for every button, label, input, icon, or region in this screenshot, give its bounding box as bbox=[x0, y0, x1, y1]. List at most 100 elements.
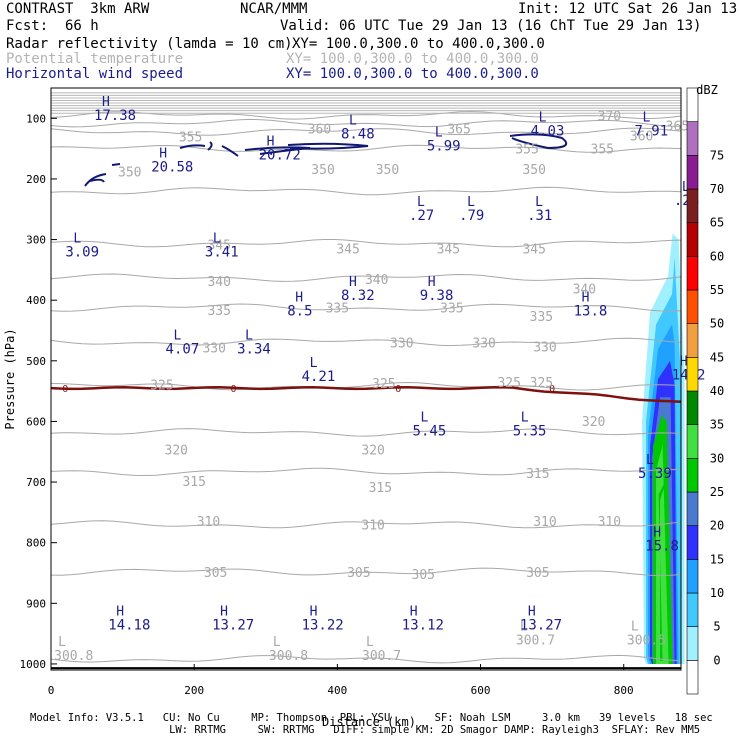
isentrope-label: 345 bbox=[207, 238, 230, 253]
model-info-line1: Model Info: V3.5.1 CU: No Cu MP: Thompso… bbox=[30, 712, 713, 724]
wind-extremum-marker: H bbox=[349, 275, 357, 290]
colorbar-cell bbox=[686, 188, 699, 223]
wind-extremum-marker: L bbox=[417, 195, 425, 210]
wind-extremum-value: 20.72 bbox=[259, 148, 301, 164]
colorbar-cell bbox=[686, 458, 699, 493]
isentrope-label: 310 bbox=[598, 515, 621, 530]
isentrope-370 bbox=[50, 111, 682, 120]
y-tick-label: 600 bbox=[26, 415, 46, 428]
field-xy-reflectivity: XY= 100.0,300.0 to 400.0,300.0 bbox=[292, 36, 545, 52]
freezing-level: 0 0 0 0 bbox=[50, 384, 682, 404]
wind-extremum-marker: L bbox=[535, 195, 543, 210]
colorbar-label: 5 bbox=[713, 620, 720, 634]
wind-extremum-marker: H bbox=[528, 604, 536, 619]
colorbar-cell bbox=[686, 424, 699, 459]
model-info-line2: LW: RRTMG SW: RRTMG DIFF: simple KM: 2D … bbox=[30, 724, 701, 736]
colorbar-label: 20 bbox=[710, 519, 724, 533]
x-tick-label: 0 bbox=[48, 684, 55, 697]
y-tick-label: 200 bbox=[26, 173, 46, 186]
colorbar-cell bbox=[686, 525, 699, 560]
isentrope-label: 350 bbox=[522, 163, 545, 178]
x-axis-label: Distance (km) bbox=[322, 715, 416, 729]
wind-extremum-value: 4.07 bbox=[166, 342, 200, 358]
model-name: CONTRAST 3km ARW bbox=[6, 1, 150, 17]
theta-low-value: 300.7 bbox=[362, 649, 401, 664]
x-tick-label: 200 bbox=[184, 684, 204, 697]
reflectivity-layer-7 bbox=[658, 476, 669, 661]
colorbar-label: 40 bbox=[710, 384, 724, 398]
isentrope-320 bbox=[50, 428, 682, 437]
colorbar-cell bbox=[686, 323, 699, 358]
wind-extremum-value: 5.99 bbox=[427, 139, 461, 155]
wind-extremum-value: .27 bbox=[409, 208, 434, 224]
freezing-level-label: 0 bbox=[395, 384, 401, 395]
x-tick-label: 800 bbox=[614, 684, 634, 697]
wind-extremum-value: 20.58 bbox=[151, 160, 193, 176]
colorbar-label: 10 bbox=[710, 586, 724, 600]
wind-extremum-marker: L bbox=[521, 410, 529, 425]
x-tick-label: 600 bbox=[471, 684, 491, 697]
wind-contour-0 bbox=[84, 173, 107, 187]
isentrope-355 bbox=[50, 144, 682, 153]
wind-extremum-marker: H bbox=[295, 290, 303, 305]
theta-low-marker: L bbox=[58, 635, 66, 650]
wind-extremum-value: 5.35 bbox=[513, 423, 547, 439]
isentrope-label: 305 bbox=[526, 566, 549, 581]
isentrope-label: 305 bbox=[412, 568, 435, 583]
wind-extremum-value: 9.38 bbox=[420, 288, 454, 304]
wind-extremum-value: 13.8 bbox=[574, 303, 608, 319]
y-tick-label: 500 bbox=[26, 355, 46, 368]
colorbar-cell bbox=[686, 660, 699, 695]
colorbar-label: 75 bbox=[710, 148, 724, 162]
wind-extremum-marker: L bbox=[213, 232, 221, 247]
isentrope-label: 350 bbox=[311, 163, 334, 178]
wind-extremum-value: 8.32 bbox=[341, 288, 375, 304]
isentrope-label: 315 bbox=[182, 475, 205, 490]
wind-extremum-marker: L bbox=[349, 113, 357, 128]
isentrope-label: 320 bbox=[582, 415, 605, 430]
isentrope-label: 340 bbox=[573, 283, 596, 298]
isentrope-label: 365 bbox=[447, 123, 470, 138]
isentrope-365 bbox=[50, 118, 682, 128]
wind-contour-5 bbox=[221, 145, 239, 157]
colorbar-units: dBZ bbox=[696, 83, 718, 97]
isentrope-label: 330 bbox=[390, 337, 413, 352]
x-tick-label: 400 bbox=[327, 684, 347, 697]
wind-extremum-marker: L bbox=[642, 110, 650, 125]
colorbar-label: 65 bbox=[710, 216, 724, 230]
wind-extremum-marker: L bbox=[174, 329, 182, 344]
isentrope-label: 305 bbox=[347, 566, 370, 581]
isentrope-label: 320 bbox=[361, 443, 384, 458]
theta-isentropes bbox=[50, 92, 682, 664]
wind-extremum-marker: H bbox=[220, 604, 228, 619]
field-xy-theta: XY= 100.0,300.0 to 400.0,300.0 bbox=[286, 51, 539, 67]
field-name-wind: Horizontal wind speed bbox=[6, 66, 184, 82]
wind-extremum-marker: L bbox=[539, 110, 547, 125]
isentrope-340 bbox=[50, 273, 682, 282]
wind-extremum-marker: H bbox=[102, 95, 110, 110]
wind-extremum-marker: L bbox=[73, 232, 81, 247]
wind-extremum-value: 3.41 bbox=[205, 245, 239, 261]
isentrope-325 bbox=[50, 381, 682, 391]
wind-extremum-value: .31 bbox=[527, 208, 552, 224]
isentrope-330 bbox=[50, 337, 682, 347]
isentrope-label: 345 bbox=[522, 243, 545, 258]
colorbar-label: 30 bbox=[710, 451, 724, 465]
wind-extremum-marker: H bbox=[159, 147, 167, 162]
isentrope-label: 340 bbox=[365, 273, 388, 288]
wind-contour-7 bbox=[287, 142, 369, 150]
wind-extremum-value: 14.18 bbox=[108, 617, 150, 633]
colorbar-cell bbox=[686, 559, 699, 594]
wind-extremum-marker: L bbox=[245, 329, 253, 344]
y-axis-label: Pressure (hPa) bbox=[3, 328, 17, 429]
wind-contour-3 bbox=[179, 144, 206, 149]
wind-extremum-marker: L bbox=[310, 356, 318, 371]
colorbar-label: 60 bbox=[710, 249, 724, 263]
y-tick-label: 800 bbox=[26, 537, 46, 550]
isentrope-label: 360 bbox=[308, 123, 331, 138]
field-name-reflectivity: Radar reflectivity (lamda = 10 cm) bbox=[6, 36, 293, 52]
wind-extremum-value: 17.38 bbox=[94, 108, 136, 124]
isentrope-300 bbox=[50, 654, 682, 664]
